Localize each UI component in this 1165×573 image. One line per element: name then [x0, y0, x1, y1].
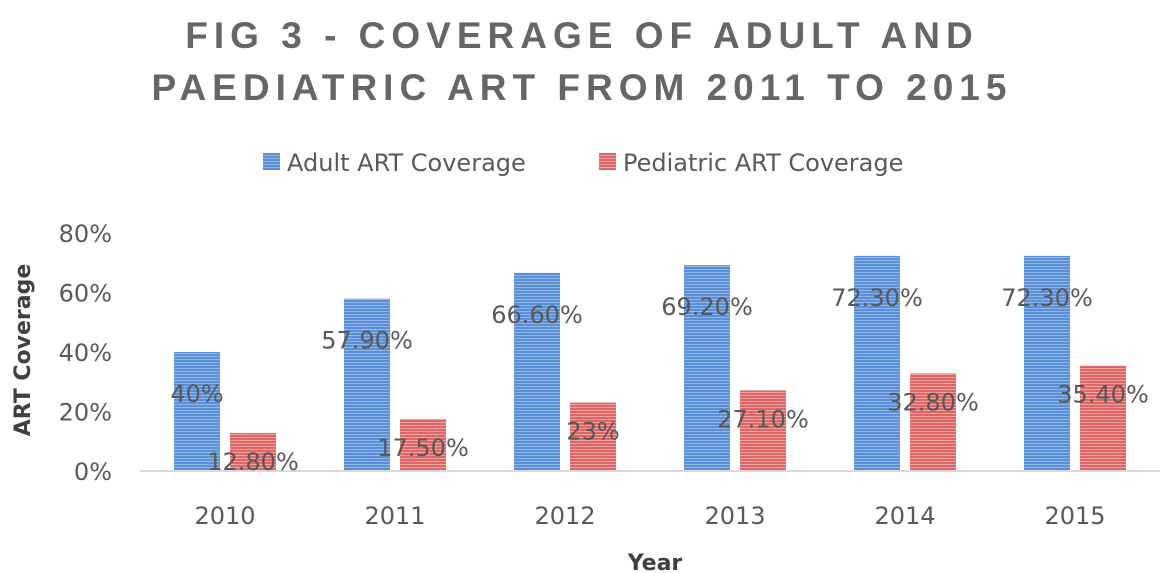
bar-pediatric: [400, 418, 446, 471]
x-tick-label: 2010: [194, 502, 255, 530]
data-label-pediatric: 32.80%: [887, 388, 979, 416]
legend-swatch-adult: [263, 153, 280, 170]
data-label-adult: 72.30%: [1001, 284, 1093, 312]
x-axis: 2010 2011 2012 2013 2014 2015: [194, 502, 1105, 530]
x-axis-title: Year: [627, 551, 683, 573]
y-tick-label: 60%: [59, 280, 112, 308]
data-label-adult: 40%: [170, 380, 223, 408]
bar-pediatric: [570, 402, 616, 471]
bar-adult: [174, 352, 220, 471]
bar-adult: [344, 298, 390, 471]
x-tick-label: 2012: [534, 502, 595, 530]
bar-pediatric: [910, 373, 956, 471]
y-tick-label: 20%: [59, 399, 112, 427]
data-label-pediatric: 12.80%: [207, 448, 299, 476]
bar-adult: [684, 265, 730, 471]
legend-swatch-pediatric: [599, 153, 616, 170]
chart-title-line-1: FIG 3 - COVERAGE OF ADULT AND: [185, 15, 978, 56]
legend-label-adult: Adult ART Coverage: [287, 149, 526, 177]
bar-adult: [1024, 255, 1070, 471]
bar-pediatric: [740, 390, 786, 471]
y-axis: 0% 20% 40% 60% 80%: [59, 220, 112, 486]
data-label-adult: 69.20%: [661, 293, 753, 321]
x-tick-label: 2013: [704, 502, 765, 530]
chart-title-line-2: PAEDIATRIC ART FROM 2011 TO 2015: [152, 67, 1013, 108]
y-axis-title: ART Coverage: [11, 264, 36, 437]
data-label-adult: 66.60%: [491, 301, 583, 329]
bar-pediatric: [230, 432, 276, 471]
y-tick-label: 40%: [59, 339, 112, 367]
data-label-pediatric: 23%: [566, 418, 619, 446]
legend: Adult ART Coverage Pediatric ART Coverag…: [263, 149, 903, 177]
y-tick-label: 0%: [74, 458, 112, 486]
data-label-pediatric: 27.10%: [717, 405, 809, 433]
bars: [174, 255, 1126, 471]
x-tick-label: 2014: [874, 502, 935, 530]
legend-label-pediatric: Pediatric ART Coverage: [623, 149, 903, 177]
data-label-pediatric: 17.50%: [377, 434, 469, 462]
x-tick-label: 2015: [1044, 502, 1105, 530]
bar-adult: [514, 272, 560, 471]
bar-pediatric: [1080, 365, 1126, 471]
y-tick-label: 80%: [59, 220, 112, 248]
bar-adult: [854, 255, 900, 471]
data-label-adult: 72.30%: [831, 284, 923, 312]
data-label-pediatric: 35.40%: [1057, 381, 1149, 409]
data-labels: 40% 12.80% 57.90% 17.50% 66.60% 23% 69.20% 27.1…: [170, 284, 1148, 476]
x-tick-label: 2011: [364, 502, 425, 530]
data-label-adult: 57.90%: [321, 327, 413, 355]
